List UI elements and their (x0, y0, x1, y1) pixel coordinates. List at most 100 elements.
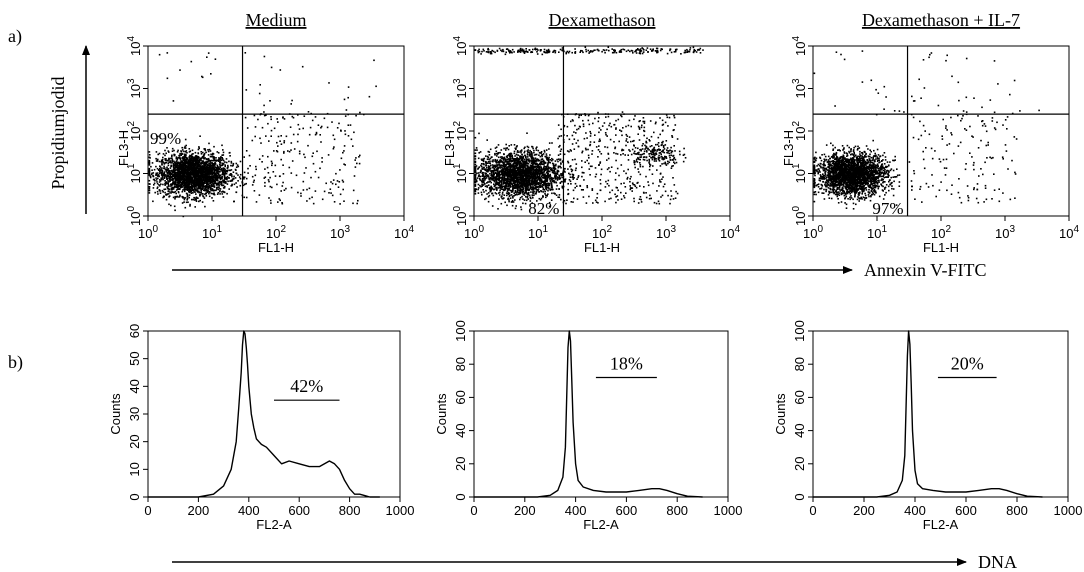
scatter-point (208, 148, 211, 151)
scatter-point (213, 192, 215, 194)
scatter-point (190, 60, 193, 63)
scatter-point (161, 189, 164, 192)
scatter-point (273, 127, 276, 130)
scatter-point (283, 189, 286, 191)
scatter-point (575, 163, 578, 165)
scatter-point (175, 162, 177, 165)
scatter-point (212, 183, 215, 185)
scatter-point (576, 198, 579, 200)
scatter-point (207, 157, 210, 160)
scatter-point (210, 153, 212, 156)
scatter-point (494, 192, 497, 194)
scatter-point (165, 174, 167, 176)
scatter-point (225, 170, 228, 173)
scatter-point (548, 175, 550, 177)
scatter-point (170, 162, 172, 164)
scatter-point (536, 186, 539, 188)
scatter-point (212, 175, 214, 178)
scatter-point (179, 157, 182, 160)
scatter-point (182, 184, 185, 187)
scatter-point (209, 165, 211, 167)
scatter-point (539, 186, 542, 188)
scatter-point (569, 173, 571, 176)
scatter-point (201, 155, 204, 158)
scatter-point (219, 166, 222, 169)
scatter-point (168, 203, 170, 206)
scatter-point (229, 155, 231, 157)
scatter-point (252, 181, 255, 183)
scatter-point (534, 174, 536, 177)
scatter-point (231, 175, 233, 178)
scatter-point (483, 191, 485, 193)
scatter-point (535, 153, 537, 156)
scatter-point (474, 171, 477, 173)
scatter-point (565, 202, 567, 205)
scatter-point (477, 167, 480, 169)
scatter-point (181, 182, 183, 184)
scatter-point (166, 172, 169, 174)
scatter-point (211, 188, 213, 190)
scatter-point (184, 165, 187, 167)
scatter-point (171, 158, 174, 161)
scatter-point (235, 191, 238, 194)
scatter-point (529, 149, 531, 152)
scatter-point (544, 174, 546, 176)
scatter-point (174, 209, 176, 212)
scatter-point (186, 179, 188, 182)
scatter-point (504, 201, 506, 204)
scatter-point (160, 161, 163, 163)
scatter-point (214, 58, 217, 60)
scatter-point (226, 192, 228, 195)
scatter-point (277, 121, 279, 123)
scatter-point (537, 188, 540, 190)
scatter-point (519, 170, 522, 172)
scatter-point (195, 166, 197, 169)
scatter-point (213, 169, 216, 172)
scatter-point (293, 148, 296, 150)
scatter-point (202, 151, 204, 154)
scatter-point (537, 158, 540, 161)
scatter-point (156, 190, 159, 193)
scatter-point (474, 160, 477, 163)
scatter-point (217, 167, 219, 170)
scatter-point (151, 172, 153, 175)
scatter-point (479, 184, 481, 187)
scatter-point (202, 167, 204, 169)
scatter-point (538, 174, 541, 177)
scatter-point (566, 199, 568, 201)
scatter-point (217, 172, 220, 175)
scatter-point (485, 155, 487, 157)
scatter-point (513, 183, 516, 186)
scatter-point (148, 187, 151, 190)
scatter-point (295, 174, 298, 177)
scatter-point (495, 187, 497, 189)
scatter-point (561, 174, 564, 177)
scatter-point (197, 172, 200, 174)
scatter-point (173, 184, 176, 186)
scatter-point (186, 172, 189, 175)
scatter-point (339, 203, 341, 205)
scatter-point (297, 123, 300, 126)
scatter-point (270, 135, 272, 137)
scatter-point (514, 164, 517, 167)
scatter-point (189, 179, 191, 181)
scatter-point (167, 174, 170, 177)
scatter-point (545, 188, 548, 191)
scatter-point (176, 158, 179, 161)
scatter-point (525, 158, 528, 161)
scatter-point (181, 171, 184, 174)
scatter-point (515, 173, 518, 175)
scatter-point (540, 158, 543, 161)
scatter-point (569, 180, 572, 183)
scatter-point (199, 157, 202, 160)
scatter-point (474, 163, 477, 166)
scatter-point (172, 181, 175, 183)
scatter-point (567, 160, 569, 163)
scatter-point (214, 163, 217, 165)
scatter-point (182, 181, 184, 183)
scatter-point (211, 159, 214, 162)
scatter-point (158, 53, 161, 56)
scatter-point (510, 166, 512, 169)
scatter-point (156, 172, 159, 174)
scatter-point (564, 178, 567, 180)
